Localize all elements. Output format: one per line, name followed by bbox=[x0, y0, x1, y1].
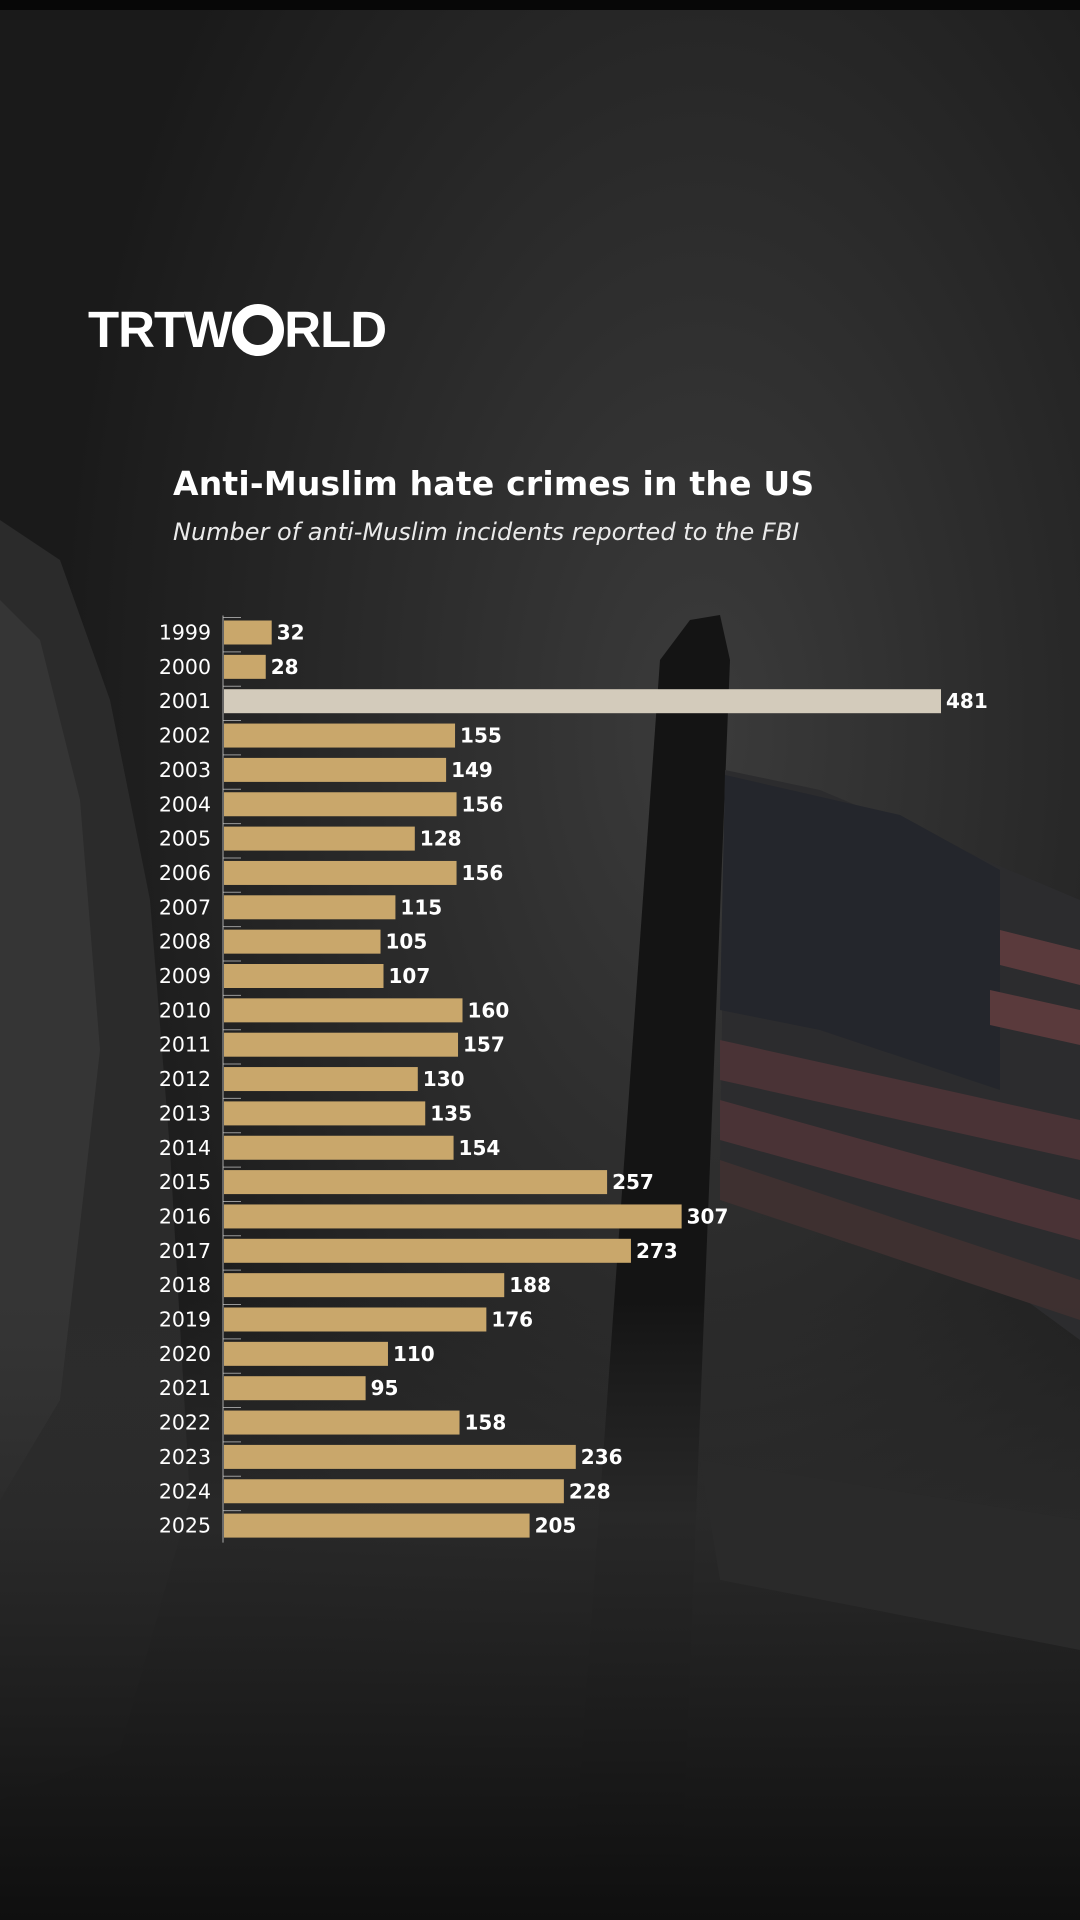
value-label-2011: 157 bbox=[463, 1033, 505, 1057]
top-bar bbox=[0, 0, 1080, 10]
bar-1999 bbox=[224, 620, 272, 645]
logo-ring-icon bbox=[232, 304, 285, 356]
value-label-2003: 149 bbox=[451, 758, 493, 782]
logo-text-right: RLD bbox=[284, 301, 387, 358]
bar-2010 bbox=[224, 998, 463, 1023]
year-label-2017: 2017 bbox=[159, 1239, 211, 1263]
year-label-2018: 2018 bbox=[159, 1273, 211, 1297]
value-label-2015: 257 bbox=[612, 1170, 654, 1194]
bar-2012 bbox=[224, 1067, 418, 1092]
year-label-2002: 2002 bbox=[159, 724, 211, 748]
bar-2006 bbox=[224, 860, 457, 885]
year-label-2005: 2005 bbox=[159, 827, 211, 851]
bar-2011 bbox=[224, 1032, 459, 1057]
year-label-2009: 2009 bbox=[159, 964, 211, 988]
year-label-2012: 2012 bbox=[159, 1067, 211, 1091]
year-label-2023: 2023 bbox=[159, 1445, 211, 1469]
chart-subtitle: Number of anti-Muslim incidents reported… bbox=[173, 518, 800, 546]
year-label-2024: 2024 bbox=[159, 1479, 211, 1503]
bar-2013 bbox=[224, 1101, 426, 1126]
year-label-2014: 2014 bbox=[159, 1136, 211, 1160]
year-label-2011: 2011 bbox=[159, 1033, 211, 1057]
chart-title: Anti-Muslim hate crimes in the US bbox=[173, 464, 815, 503]
value-label-2012: 130 bbox=[423, 1067, 465, 1091]
year-label-2022: 2022 bbox=[159, 1411, 211, 1435]
year-label-2013: 2013 bbox=[159, 1101, 211, 1125]
value-label-2021: 95 bbox=[371, 1376, 399, 1400]
bar-2009 bbox=[224, 964, 384, 988]
bar-2020 bbox=[224, 1341, 388, 1366]
trtworld-logo: TRTW RLD bbox=[88, 300, 388, 360]
value-label-2025: 205 bbox=[535, 1514, 577, 1538]
year-label-2007: 2007 bbox=[159, 895, 211, 919]
value-label-2006: 156 bbox=[462, 861, 504, 885]
value-label-2022: 158 bbox=[465, 1411, 507, 1435]
year-label-2025: 2025 bbox=[159, 1514, 211, 1538]
value-label-2007: 115 bbox=[400, 895, 442, 919]
year-label-2016: 2016 bbox=[159, 1204, 211, 1228]
bar-2003 bbox=[224, 757, 447, 782]
value-label-2017: 273 bbox=[636, 1239, 678, 1263]
year-label-1999: 1999 bbox=[159, 621, 211, 645]
bar-2018 bbox=[224, 1273, 505, 1298]
value-label-2002: 155 bbox=[460, 724, 502, 748]
year-label-2006: 2006 bbox=[159, 861, 211, 885]
logo-text-left: TRTW bbox=[88, 301, 232, 358]
value-label-2004: 156 bbox=[462, 792, 504, 816]
value-label-2020: 110 bbox=[393, 1342, 435, 1366]
value-label-2001: 481 bbox=[946, 689, 988, 713]
value-label-2016: 307 bbox=[687, 1204, 729, 1228]
bar-2007 bbox=[224, 895, 396, 920]
bar-2004 bbox=[224, 792, 457, 817]
bar-2001 bbox=[224, 689, 941, 714]
bar-2022 bbox=[224, 1410, 460, 1435]
bar-2021 bbox=[224, 1376, 366, 1401]
bar-2002 bbox=[224, 723, 456, 748]
bar-2008 bbox=[224, 929, 381, 954]
year-label-2001: 2001 bbox=[159, 689, 211, 713]
bar-chart: 1999 32 2000 28 2001 481 2002 155 2003 149 2004 156… bbox=[159, 615, 988, 1543]
year-label-2004: 2004 bbox=[159, 792, 211, 816]
bar-2005 bbox=[224, 826, 415, 851]
bar-2015 bbox=[224, 1170, 608, 1195]
bar-2023 bbox=[224, 1444, 576, 1469]
bar-2014 bbox=[224, 1135, 454, 1160]
value-label-2023: 236 bbox=[581, 1445, 623, 1469]
year-label-2019: 2019 bbox=[159, 1308, 211, 1332]
year-label-2010: 2010 bbox=[159, 998, 211, 1022]
year-label-2020: 2020 bbox=[159, 1342, 211, 1366]
year-label-2000: 2000 bbox=[159, 655, 211, 679]
year-label-2003: 2003 bbox=[159, 758, 211, 782]
value-label-2013: 135 bbox=[430, 1101, 472, 1125]
value-label-2024: 228 bbox=[569, 1479, 611, 1503]
value-label-2018: 188 bbox=[509, 1273, 551, 1297]
bar-2025 bbox=[224, 1513, 530, 1538]
year-label-2015: 2015 bbox=[159, 1170, 211, 1194]
value-label-2000: 28 bbox=[271, 655, 299, 679]
bar-2024 bbox=[224, 1479, 564, 1504]
year-label-2021: 2021 bbox=[159, 1376, 211, 1400]
year-label-2008: 2008 bbox=[159, 930, 211, 954]
bar-2017 bbox=[224, 1238, 631, 1263]
value-label-2005: 128 bbox=[420, 827, 462, 851]
value-label-2008: 105 bbox=[386, 930, 428, 954]
value-label-2014: 154 bbox=[459, 1136, 501, 1160]
bar-2019 bbox=[224, 1307, 487, 1332]
value-label-2019: 176 bbox=[491, 1308, 533, 1332]
bar-2016 bbox=[224, 1204, 682, 1229]
value-label-2010: 160 bbox=[468, 998, 510, 1022]
value-label-2009: 107 bbox=[388, 964, 430, 988]
value-label-1999: 32 bbox=[277, 621, 305, 645]
bar-2000 bbox=[224, 654, 266, 679]
